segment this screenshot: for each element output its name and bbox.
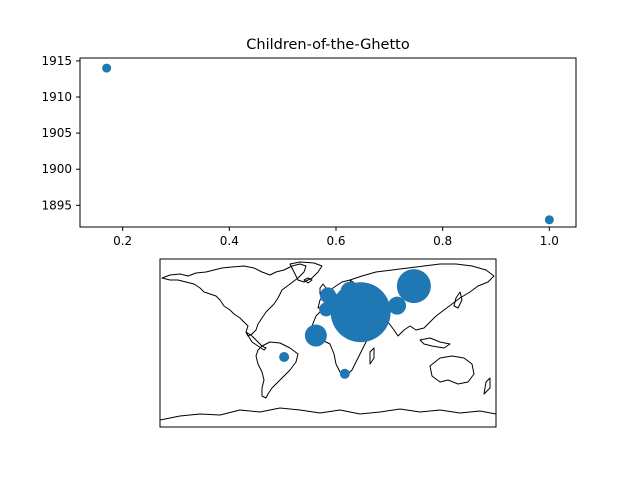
madagascar-outline <box>369 347 375 365</box>
map-bubble <box>324 292 339 307</box>
x-tick-label: 0.2 <box>113 234 132 248</box>
data-point <box>102 63 112 73</box>
south-america-outline <box>255 341 299 399</box>
world-coastlines <box>160 261 496 427</box>
data-points <box>102 63 554 225</box>
data-point <box>544 215 554 225</box>
greenland-outline <box>289 261 323 283</box>
y-tick-label: 1900 <box>41 162 72 176</box>
map-bubble <box>356 284 371 299</box>
chart-title: Children-of-the-Ghetto <box>246 37 410 53</box>
japan-outline <box>453 291 463 309</box>
map-bubble <box>304 324 327 347</box>
x-tick-label: 1.0 <box>540 234 559 248</box>
map-frame <box>159 258 497 428</box>
map-bubble <box>373 316 384 327</box>
scatter-chart: Children-of-the-Ghetto 0.2 0.4 0.6 0.8 1.0 1… <box>41 37 577 248</box>
x-tick-label: 0.8 <box>433 234 452 248</box>
new-zealand-outline <box>483 377 491 395</box>
map-bubbles <box>279 269 431 379</box>
x-tick-label: 0.6 <box>326 234 345 248</box>
central-america-outline <box>245 331 267 351</box>
iceland-outline <box>303 277 313 284</box>
y-tick-label: 1910 <box>41 90 72 104</box>
x-tick-label: 0.4 <box>220 234 239 248</box>
map-bubble <box>388 296 407 315</box>
map-bubble <box>339 368 350 379</box>
north-america-outline <box>161 263 307 337</box>
indonesia-outline <box>419 337 451 349</box>
y-tick-label: 1895 <box>41 198 72 212</box>
map-bubble <box>338 293 351 306</box>
y-tick-label: 1915 <box>41 54 72 68</box>
australia-outline <box>429 355 475 385</box>
plot-frame <box>79 57 577 228</box>
map-bubble <box>279 352 290 362</box>
map-bubble <box>396 269 431 304</box>
x-axis-ticks: 0.2 0.4 0.6 0.8 1.0 <box>113 227 559 248</box>
map-bubble <box>319 302 334 317</box>
antarctica-outline <box>160 407 496 427</box>
bubble-map <box>159 258 497 428</box>
y-axis-ticks: 1895 1900 1905 1910 1915 <box>41 54 80 212</box>
y-tick-label: 1905 <box>41 126 72 140</box>
